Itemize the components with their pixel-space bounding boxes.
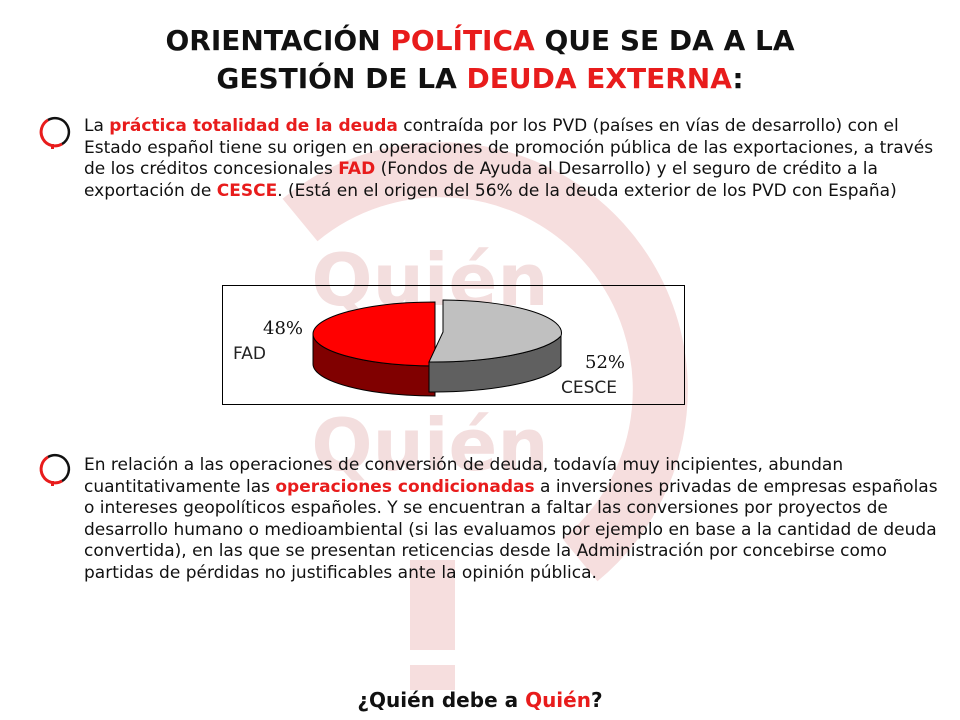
pie-label-cesce-percent: 52% [585,352,626,373]
highlight-fad: FAD [338,159,376,179]
pie-legend-cesce: CESCE [561,378,618,398]
pie-chart-frame: 48% FAD 52% CESCE [222,285,685,405]
slide-title: ORIENTACIÓN POLÍTICA QUE SE DA A LA GEST… [40,22,920,98]
pie-slice-fad-top [312,301,436,367]
pie-label-fad-percent: 48% [263,318,304,339]
title-line-1: ORIENTACIÓN POLÍTICA QUE SE DA A LA [165,24,795,57]
question-mark-bullet-icon [39,116,71,149]
pie-chart [312,299,562,397]
question-mark-bullet-icon [39,453,71,486]
pie-slice-cesce-top [428,299,562,363]
footer-highlight-quien: Quién [525,688,591,712]
highlight-operaciones-condicionadas: operaciones condicionadas [275,476,535,497]
title-highlight-deuda: DEUDA EXTERNA [466,62,733,95]
watermark-word-3: Quién [311,403,548,487]
highlight-practica-totalidad: práctica totalidad de la deuda [109,116,398,136]
paragraph-conversion-deuda: En relación a las operaciones de convers… [84,455,938,583]
title-line-2: GESTIÓN DE LA DEUDA EXTERNA: [216,62,744,95]
highlight-cesce: CESCE [216,180,278,201]
paragraph-fad-cesce: La práctica totalidad de la deuda contra… [84,116,934,201]
pie-legend-fad: FAD [233,344,266,364]
title-highlight-politica: POLÍTICA [390,24,535,57]
footer-slogan: ¿Quién debe a Quién? [357,688,603,712]
